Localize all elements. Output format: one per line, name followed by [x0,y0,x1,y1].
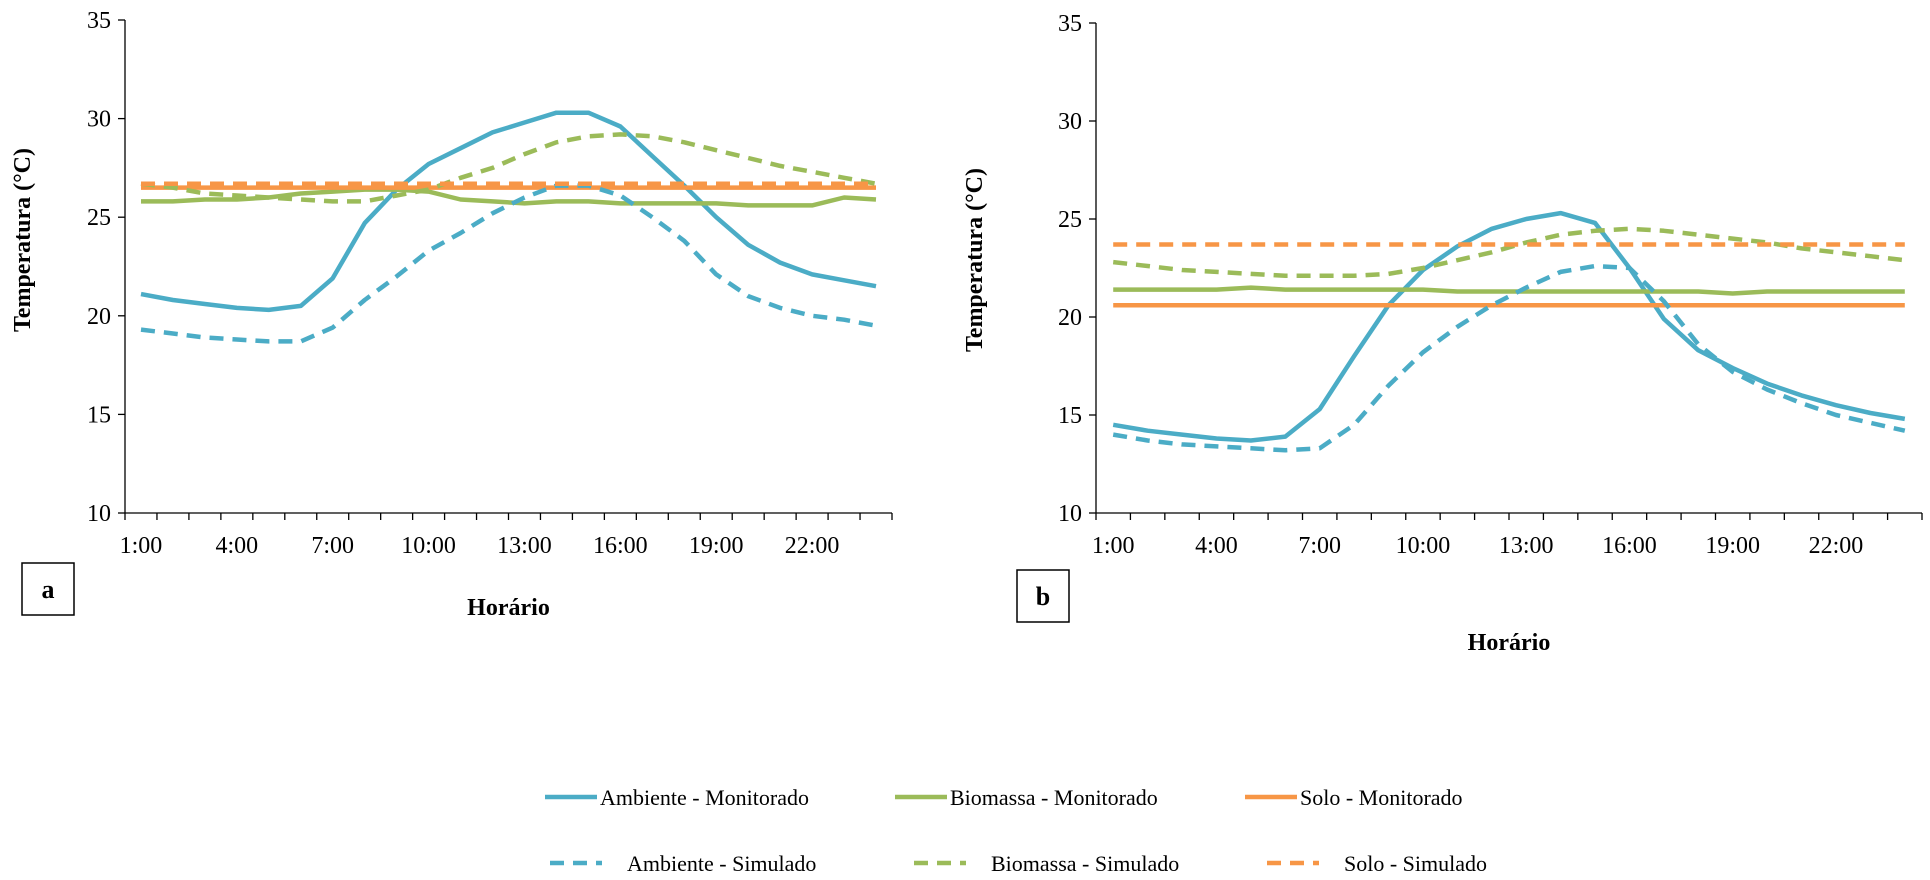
y-tick-label: 25 [1058,207,1082,233]
x-tick-label: 13:00 [1499,533,1554,559]
y-tick-label: 10 [87,501,111,527]
y-tick-label: 20 [1058,305,1082,331]
panel-label: b [1036,582,1050,611]
series-line-ambiente-monitorado [140,110,877,313]
y-tick-label: 20 [87,304,111,330]
x-tick-label: 19:00 [689,533,744,559]
legend-label: Biomassa - Monitorado [950,785,1158,810]
chart-a: 10 15 20 25 30 35 1:00 4:00 7:00 10:00 13:00 16:00 1… [10,8,893,621]
x-tick-label: 1:00 [120,533,163,559]
legend-label: Ambiente - Simulado [627,851,816,876]
y-tick-label: 35 [1058,11,1082,37]
series-line-biomassa-monitorado [141,187,877,208]
y-tick-label: 10 [1058,501,1082,527]
legend-label: Ambiente - Monitorado [600,785,809,810]
series-line-ambiente-simulado [140,183,877,344]
y-tick-label: 30 [87,107,111,133]
y-tick-label: 35 [87,8,111,34]
x-tick-label: 7:00 [311,533,354,559]
series-line-biomassa-monitorado [1113,285,1905,296]
x-axis-title: Horário [467,595,550,621]
series-line-biomassa-simulado [1112,226,1906,279]
y-tick-label: 25 [87,205,111,231]
y-tick-label: 15 [1058,403,1082,429]
series-line-ambiente-monitorado [1112,210,1906,443]
panel-label-box [1016,569,1070,623]
legend-label: Solo - Simulado [1344,851,1487,876]
series-line-ambiente-simulado [1112,263,1906,453]
panel-label: a [42,575,55,604]
y-axis-title: Temperatura (°C) [962,168,988,352]
x-tick-label: 22:00 [785,533,840,559]
y-tick-label: 30 [1058,109,1082,135]
x-tick-label: 4:00 [1195,533,1238,559]
x-tick-label: 22:00 [1809,533,1864,559]
legend: Ambiente - Monitorado Biomassa - Monitora… [545,785,1487,876]
x-tick-label: 16:00 [1602,533,1657,559]
x-tick-label: 4:00 [216,533,259,559]
series-line-biomassa-simulado [140,132,877,204]
chart-b: 10 15 20 25 30 35 1:00 4:00 7:00 10:00 13:00 16:00 1… [962,11,1923,656]
x-tick-label: 10:00 [401,533,456,559]
x-tick-label: 1:00 [1092,533,1135,559]
x-tick-label: 7:00 [1298,533,1341,559]
x-tick-label: 19:00 [1705,533,1760,559]
x-tick-label: 10:00 [1396,533,1451,559]
legend-label: Solo - Monitorado [1300,785,1463,810]
x-tick-label: 13:00 [497,533,552,559]
x-tick-label: 16:00 [593,533,648,559]
x-axis-title: Horário [1468,630,1551,656]
legend-label: Biomassa - Simulado [991,851,1179,876]
y-tick-label: 15 [87,402,111,428]
panel-label-box [21,562,75,616]
y-axis-title: Temperatura (°C) [10,148,36,332]
